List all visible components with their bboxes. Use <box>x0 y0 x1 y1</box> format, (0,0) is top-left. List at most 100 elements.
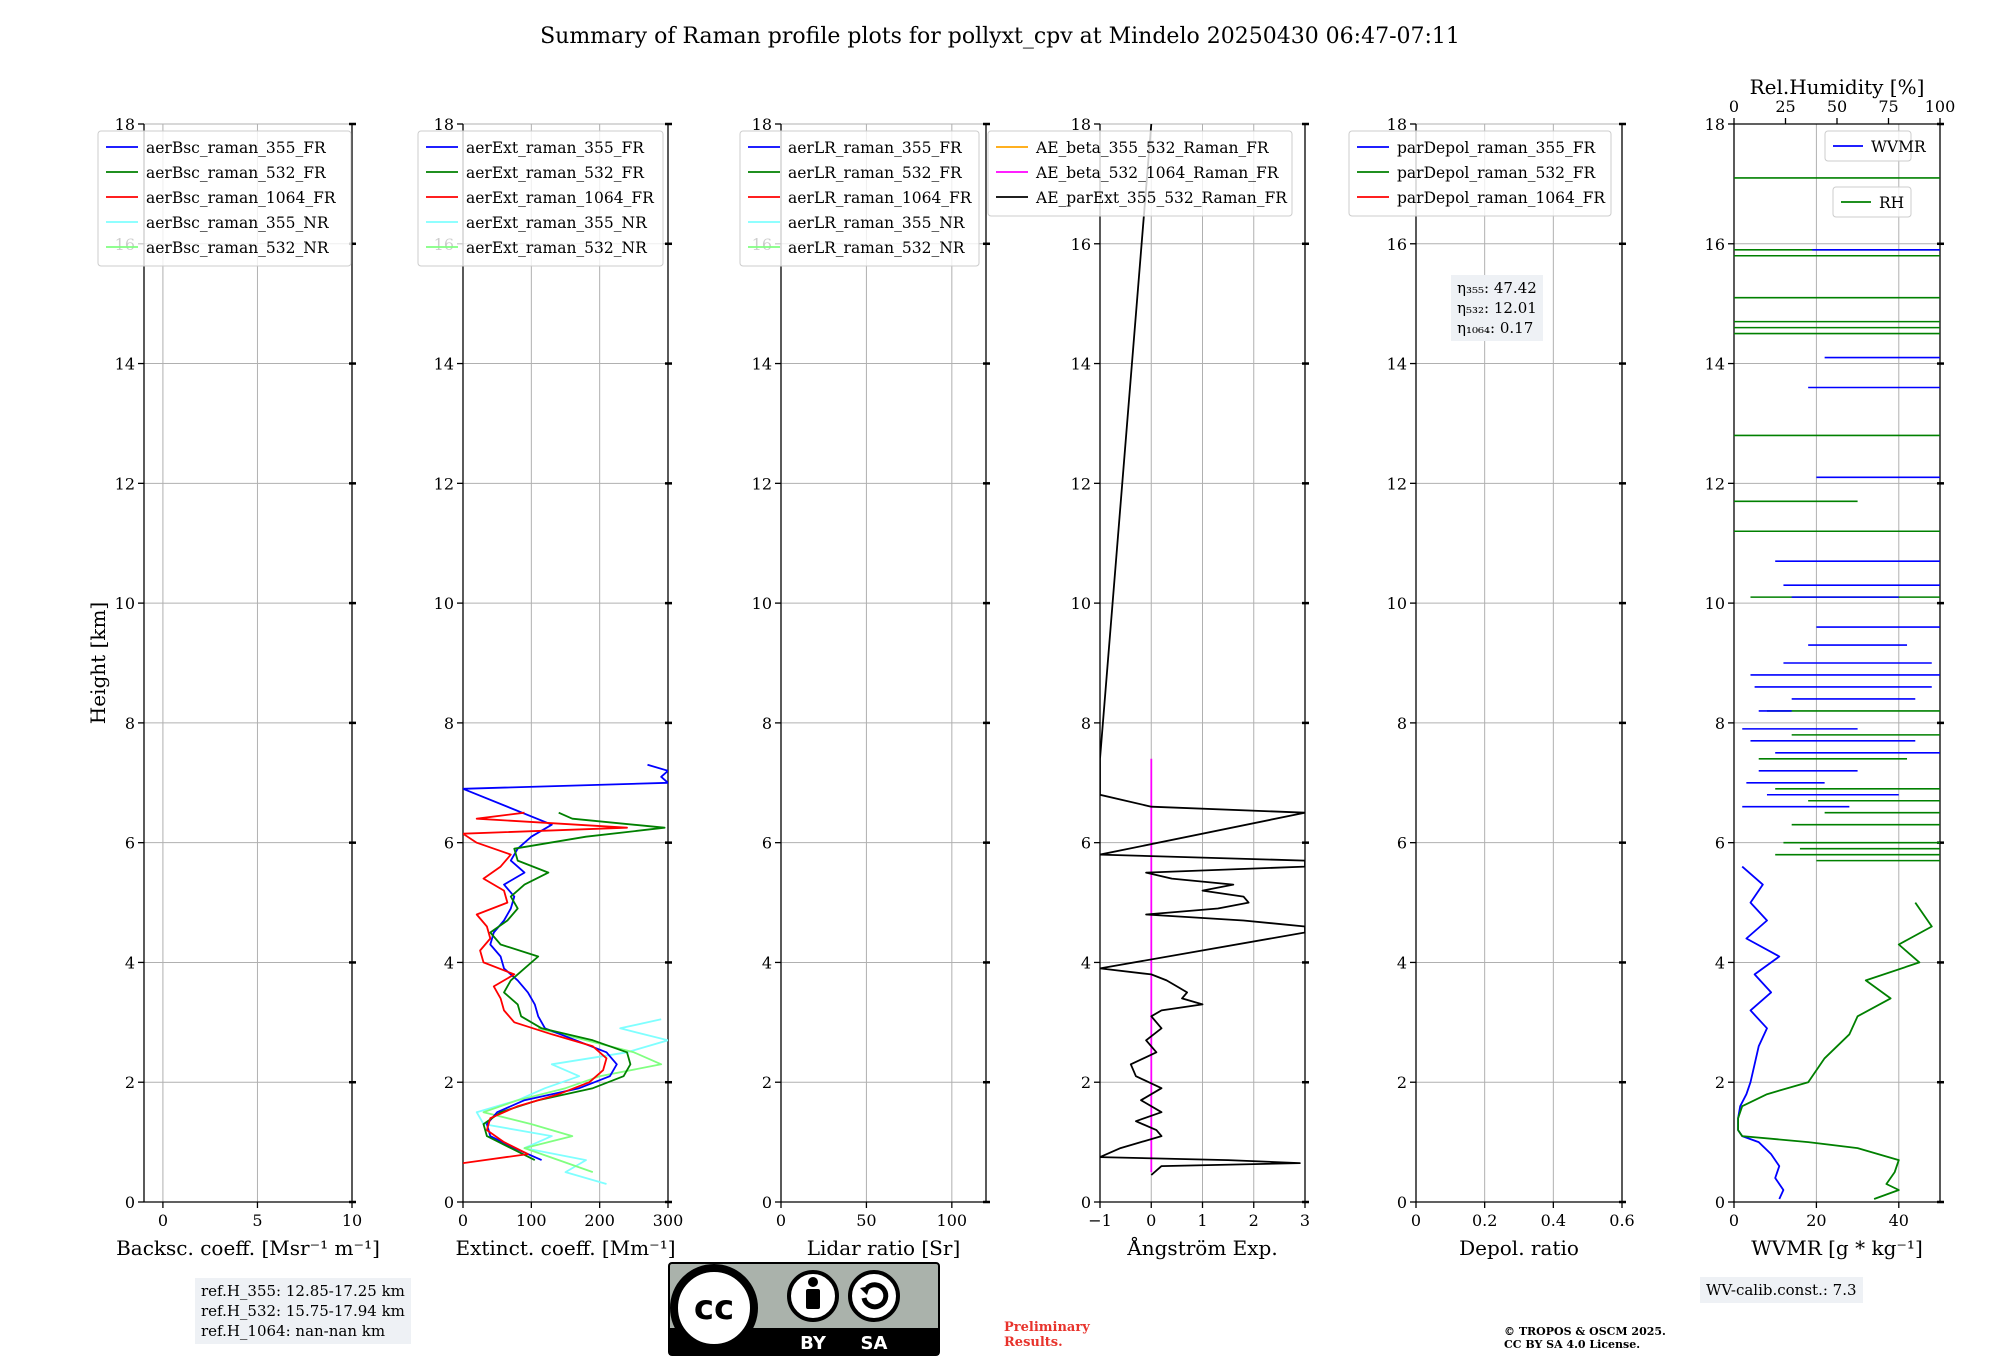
wv-calib-const: WV-calib.const.: 7.3 <box>1706 1281 1857 1299</box>
x-tick-label: 200 <box>584 1211 615 1230</box>
y-tick-label: 6 <box>444 834 454 853</box>
y-tick-label: 0 <box>1081 1193 1091 1212</box>
preliminary-line2: Results. <box>1004 1335 1063 1350</box>
legend: aerExt_raman_355_FR aerExt_raman_532_FRae… <box>417 130 664 267</box>
y-tick-label: 4 <box>1397 953 1407 972</box>
x-axis-label: Depol. ratio <box>1459 1236 1579 1260</box>
y-tick-label: 8 <box>444 714 454 733</box>
panel-extinction: 0246810121416180100200300Extinct. coeff.… <box>417 115 683 1260</box>
series-AE_parExt_355_532_Raman_FR <box>1100 124 1305 1176</box>
legend-entry: aerLR_raman_355_NR <box>788 214 966 232</box>
legend-entry: aerBsc_raman_532_FR <box>146 164 327 182</box>
cc-license-icon: cc BY SA <box>668 1262 940 1356</box>
y-axis-label: Height [km] <box>86 602 110 724</box>
y-tick-label: 2 <box>762 1073 772 1092</box>
series-aerExt_raman_355_NR <box>475 1018 668 1185</box>
ref-h-532: ref.H_532: 15.75-17.94 km <box>201 1302 405 1320</box>
x-tick-label: 50 <box>856 1211 876 1230</box>
y-tick-label: 8 <box>1715 714 1725 733</box>
y-tick-label: 6 <box>1081 834 1091 853</box>
legend: parDepol_raman_355_FR parDepol_raman_532_… <box>1348 130 1612 217</box>
y-tick-label: 14 <box>1387 355 1407 374</box>
panel-backscatter: 0246810121416180510Backsc. coeff. [Msr⁻¹… <box>86 115 380 1260</box>
legend-entry: aerLR_raman_532_NR <box>788 239 966 257</box>
copyright-line2: CC BY SA 4.0 License. <box>1504 1338 1641 1351</box>
y-tick-label: 16 <box>1071 235 1091 254</box>
y-tick-label: 8 <box>125 714 135 733</box>
legend: aerLR_raman_355_FR aerLR_raman_532_FR aerL… <box>739 130 980 267</box>
x-axis-label: Extinct. coeff. [Mm⁻¹] <box>455 1236 675 1260</box>
y-tick-label: 4 <box>444 953 454 972</box>
legend-entry: aerBsc_raman_532_NR <box>146 239 330 257</box>
x-tick-label: 3 <box>1300 1211 1310 1230</box>
y-tick-label: 2 <box>125 1073 135 1092</box>
legend-entry: aerExt_raman_1064_FR <box>466 189 655 207</box>
y-tick-label: 12 <box>115 474 135 493</box>
y-tick-label: 0 <box>125 1193 135 1212</box>
x-axis-label: WVMR [g * kg⁻¹] <box>1751 1236 1923 1260</box>
x-tick-label: 100 <box>516 1211 547 1230</box>
x-tick-label: 20 <box>1806 1211 1826 1230</box>
y-tick-label: 18 <box>1705 115 1725 134</box>
x-tick-label: 0 <box>1146 1211 1156 1230</box>
x-tick-label: 2 <box>1249 1211 1259 1230</box>
y-tick-label: 4 <box>125 953 135 972</box>
y-tick-label: 14 <box>434 355 454 374</box>
legend-entry: AE_beta_532_1064_Raman_FR <box>1035 164 1280 182</box>
eta-355: η₃₅₅: 47.42 <box>1457 279 1537 297</box>
preliminary-notice: Preliminary Results. <box>1004 1320 1090 1350</box>
y-tick-label: 6 <box>762 834 772 853</box>
depol-eta-box: η₃₅₅: 47.42 η₅₃₂: 12.01 η₁₀₆₄: 0.17 <box>1451 275 1543 341</box>
plot-area <box>1100 124 1305 1176</box>
y-tick-label: 0 <box>1715 1193 1725 1212</box>
y-tick-label: 4 <box>1715 953 1725 972</box>
y-tick-label: 10 <box>1071 594 1091 613</box>
y-tick-label: 8 <box>1397 714 1407 733</box>
y-tick-label: 18 <box>1071 115 1091 134</box>
legend-frame <box>987 130 1293 217</box>
legend-frame <box>1348 130 1612 217</box>
y-tick-label: 8 <box>762 714 772 733</box>
y-tick-label: 4 <box>762 953 772 972</box>
y-tick-label: 12 <box>1705 474 1725 493</box>
ref-h-1064: ref.H_1064: nan-nan km <box>201 1322 386 1340</box>
y-tick-label: 2 <box>444 1073 454 1092</box>
top-x-tick-label: 75 <box>1878 97 1898 116</box>
x-tick-label: 100 <box>937 1211 968 1230</box>
preliminary-line1: Preliminary <box>1004 1320 1090 1335</box>
legend-entry: AE_beta_355_532_Raman_FR <box>1035 139 1270 157</box>
y-tick-label: 0 <box>444 1193 454 1212</box>
top-x-tick-label: 50 <box>1827 97 1847 116</box>
top-x-tick-label: 0 <box>1729 97 1739 116</box>
x-tick-label: 0 <box>1411 1211 1421 1230</box>
copyright-notice: © TROPOS & OSCM 2025. CC BY SA 4.0 Licen… <box>1504 1325 1666 1351</box>
y-tick-label: 14 <box>1071 355 1091 374</box>
y-tick-label: 12 <box>752 474 772 493</box>
x-tick-label: 0 <box>158 1211 168 1230</box>
x-tick-label: 0 <box>776 1211 786 1230</box>
x-tick-label: 0 <box>1729 1211 1739 1230</box>
y-tick-label: 18 <box>434 115 454 134</box>
series-RH <box>1737 902 1933 1200</box>
x-axis-label: Lidar ratio [Sr] <box>807 1236 961 1260</box>
legend-wvmr: WVMR <box>1824 130 1927 162</box>
y-tick-label: 6 <box>1715 834 1725 853</box>
top-x-axis-label: Rel.Humidity [%] <box>1750 75 1925 99</box>
plot-area <box>463 763 668 1185</box>
panel-depolarization: 0 2 4 6 8 10 12 14 16 18 0 0.2 0.4 0.6 Depol. ratio par… <box>1348 115 1635 1260</box>
y-tick-label: 10 <box>752 594 772 613</box>
legend-entry: aerBsc_raman_355_NR <box>146 214 330 232</box>
y-tick-label: 12 <box>1387 474 1407 493</box>
legend-entry: aerExt_raman_532_NR <box>466 239 648 257</box>
x-tick-label: 40 <box>1889 1211 1909 1230</box>
legend-frame <box>1832 186 1912 218</box>
x-tick-label: 0.6 <box>1609 1211 1634 1230</box>
legend-entry: aerLR_raman_532_FR <box>788 164 963 182</box>
y-tick-label: 10 <box>1705 594 1725 613</box>
y-tick-label: 16 <box>1705 235 1725 254</box>
y-tick-label: 10 <box>434 594 454 613</box>
legend-entry: aerBsc_raman_1064_FR <box>146 189 337 207</box>
eta-1064: η₁₀₆₄: 0.17 <box>1457 319 1534 337</box>
